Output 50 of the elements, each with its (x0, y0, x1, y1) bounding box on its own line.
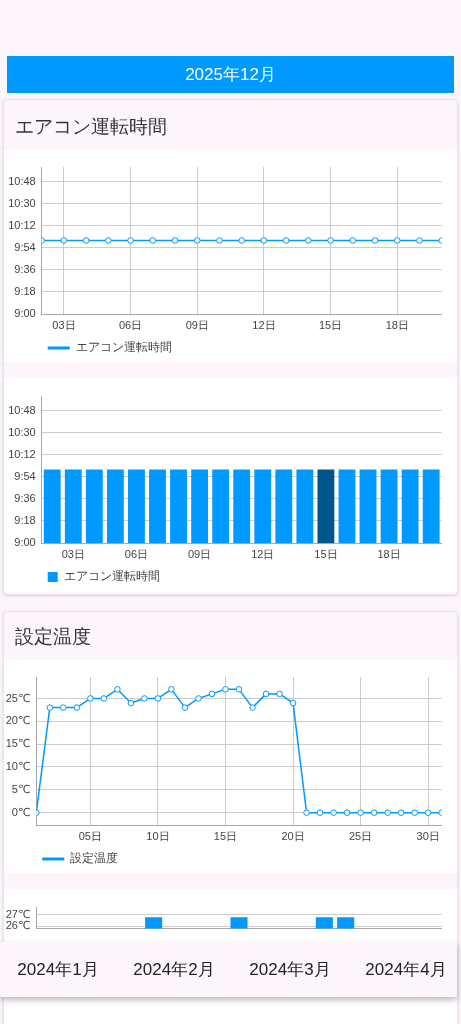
y-tick-label: 27℃ (5, 907, 31, 920)
x-tick-label: 15日 (213, 829, 238, 842)
y-tick-label: 9:18 (14, 284, 36, 297)
y-tick-label: 15℃ (5, 737, 31, 750)
x-tick-label: 05日 (78, 829, 102, 842)
y-tick-label: 9:54 (14, 469, 36, 482)
text: 2024年1月 (17, 959, 99, 981)
x-tick-label: 09日 (185, 318, 209, 331)
x-tick-label: 15日 (314, 547, 338, 560)
chart-title: エアコン運転時間 (15, 115, 167, 139)
legend-label: エアコン運転時間 (75, 340, 172, 355)
y-tick-label: 10:30 (8, 196, 36, 209)
chart-title: 設定温度 (15, 624, 91, 649)
y-tick-label: 10:30 (8, 425, 36, 438)
legend-label: 設定温度 (70, 851, 119, 866)
text: 2024年3月 (249, 959, 331, 981)
y-tick-label: 5℃ (11, 782, 31, 795)
x-tick-label: 25日 (348, 829, 373, 842)
y-tick-label: 9:54 (14, 240, 36, 253)
y-tick-label: 10℃ (5, 760, 31, 773)
text: 2025年12月 (7, 56, 454, 93)
x-tick-label: 06日 (124, 547, 149, 560)
x-tick-label: 03日 (52, 318, 76, 331)
x-tick-label: 12日 (252, 318, 276, 331)
legend-label: エアコン運転時間 (63, 569, 160, 584)
x-tick-label: 18日 (385, 318, 409, 331)
y-tick-label: 25℃ (5, 691, 31, 704)
y-tick-label: 10:12 (8, 447, 36, 460)
x-tick-label: 15日 (318, 318, 343, 331)
y-tick-label: 9:18 (14, 513, 36, 526)
x-tick-label: 10日 (146, 829, 170, 842)
y-tick-label: 9:00 (14, 307, 36, 320)
x-tick-label: 12日 (251, 547, 275, 560)
y-tick-label: 10:48 (8, 403, 36, 416)
y-tick-label: 9:00 (14, 536, 36, 549)
x-tick-label: 03日 (61, 547, 85, 560)
x-tick-label: 30日 (416, 829, 440, 842)
x-tick-label: 06日 (118, 318, 143, 331)
y-tick-label: 20℃ (5, 714, 31, 727)
y-tick-label: 9:36 (14, 262, 36, 275)
text: 2024年4月 (365, 959, 447, 981)
text: 2024年2月 (133, 959, 215, 981)
x-tick-label: 09日 (187, 547, 212, 560)
x-tick-label: 18日 (377, 547, 401, 560)
y-tick-label: 26℃ (5, 919, 31, 932)
y-tick-label: 10:12 (8, 218, 36, 231)
y-tick-label: 9:36 (14, 491, 36, 504)
x-tick-label: 20日 (281, 829, 305, 842)
y-tick-label: 10:48 (8, 174, 36, 187)
y-tick-label: 0℃ (11, 805, 31, 818)
